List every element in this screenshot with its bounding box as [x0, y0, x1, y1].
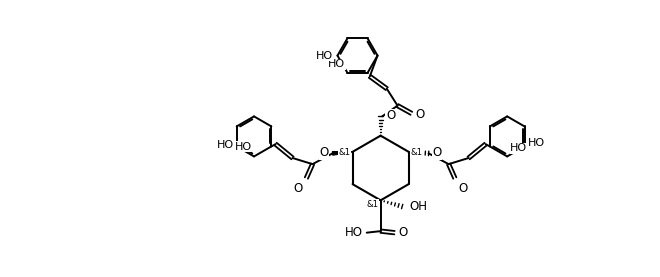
Text: HO: HO	[345, 226, 363, 239]
Text: &1: &1	[411, 148, 423, 157]
Text: &1: &1	[338, 148, 350, 157]
Text: HO: HO	[527, 138, 544, 148]
Text: HO: HO	[236, 142, 253, 152]
Text: O: O	[459, 182, 468, 195]
Text: O: O	[293, 182, 302, 195]
Text: O: O	[399, 226, 408, 239]
Text: HO: HO	[216, 140, 234, 150]
Text: HO: HO	[510, 143, 527, 153]
Text: O: O	[319, 146, 329, 159]
Text: O: O	[386, 109, 395, 122]
Text: &1: &1	[367, 199, 379, 209]
Text: HO: HO	[328, 59, 345, 69]
Text: HO: HO	[315, 51, 333, 61]
Text: OH: OH	[410, 200, 428, 213]
Text: O: O	[415, 108, 424, 121]
Text: O: O	[432, 146, 442, 159]
Polygon shape	[333, 152, 352, 155]
